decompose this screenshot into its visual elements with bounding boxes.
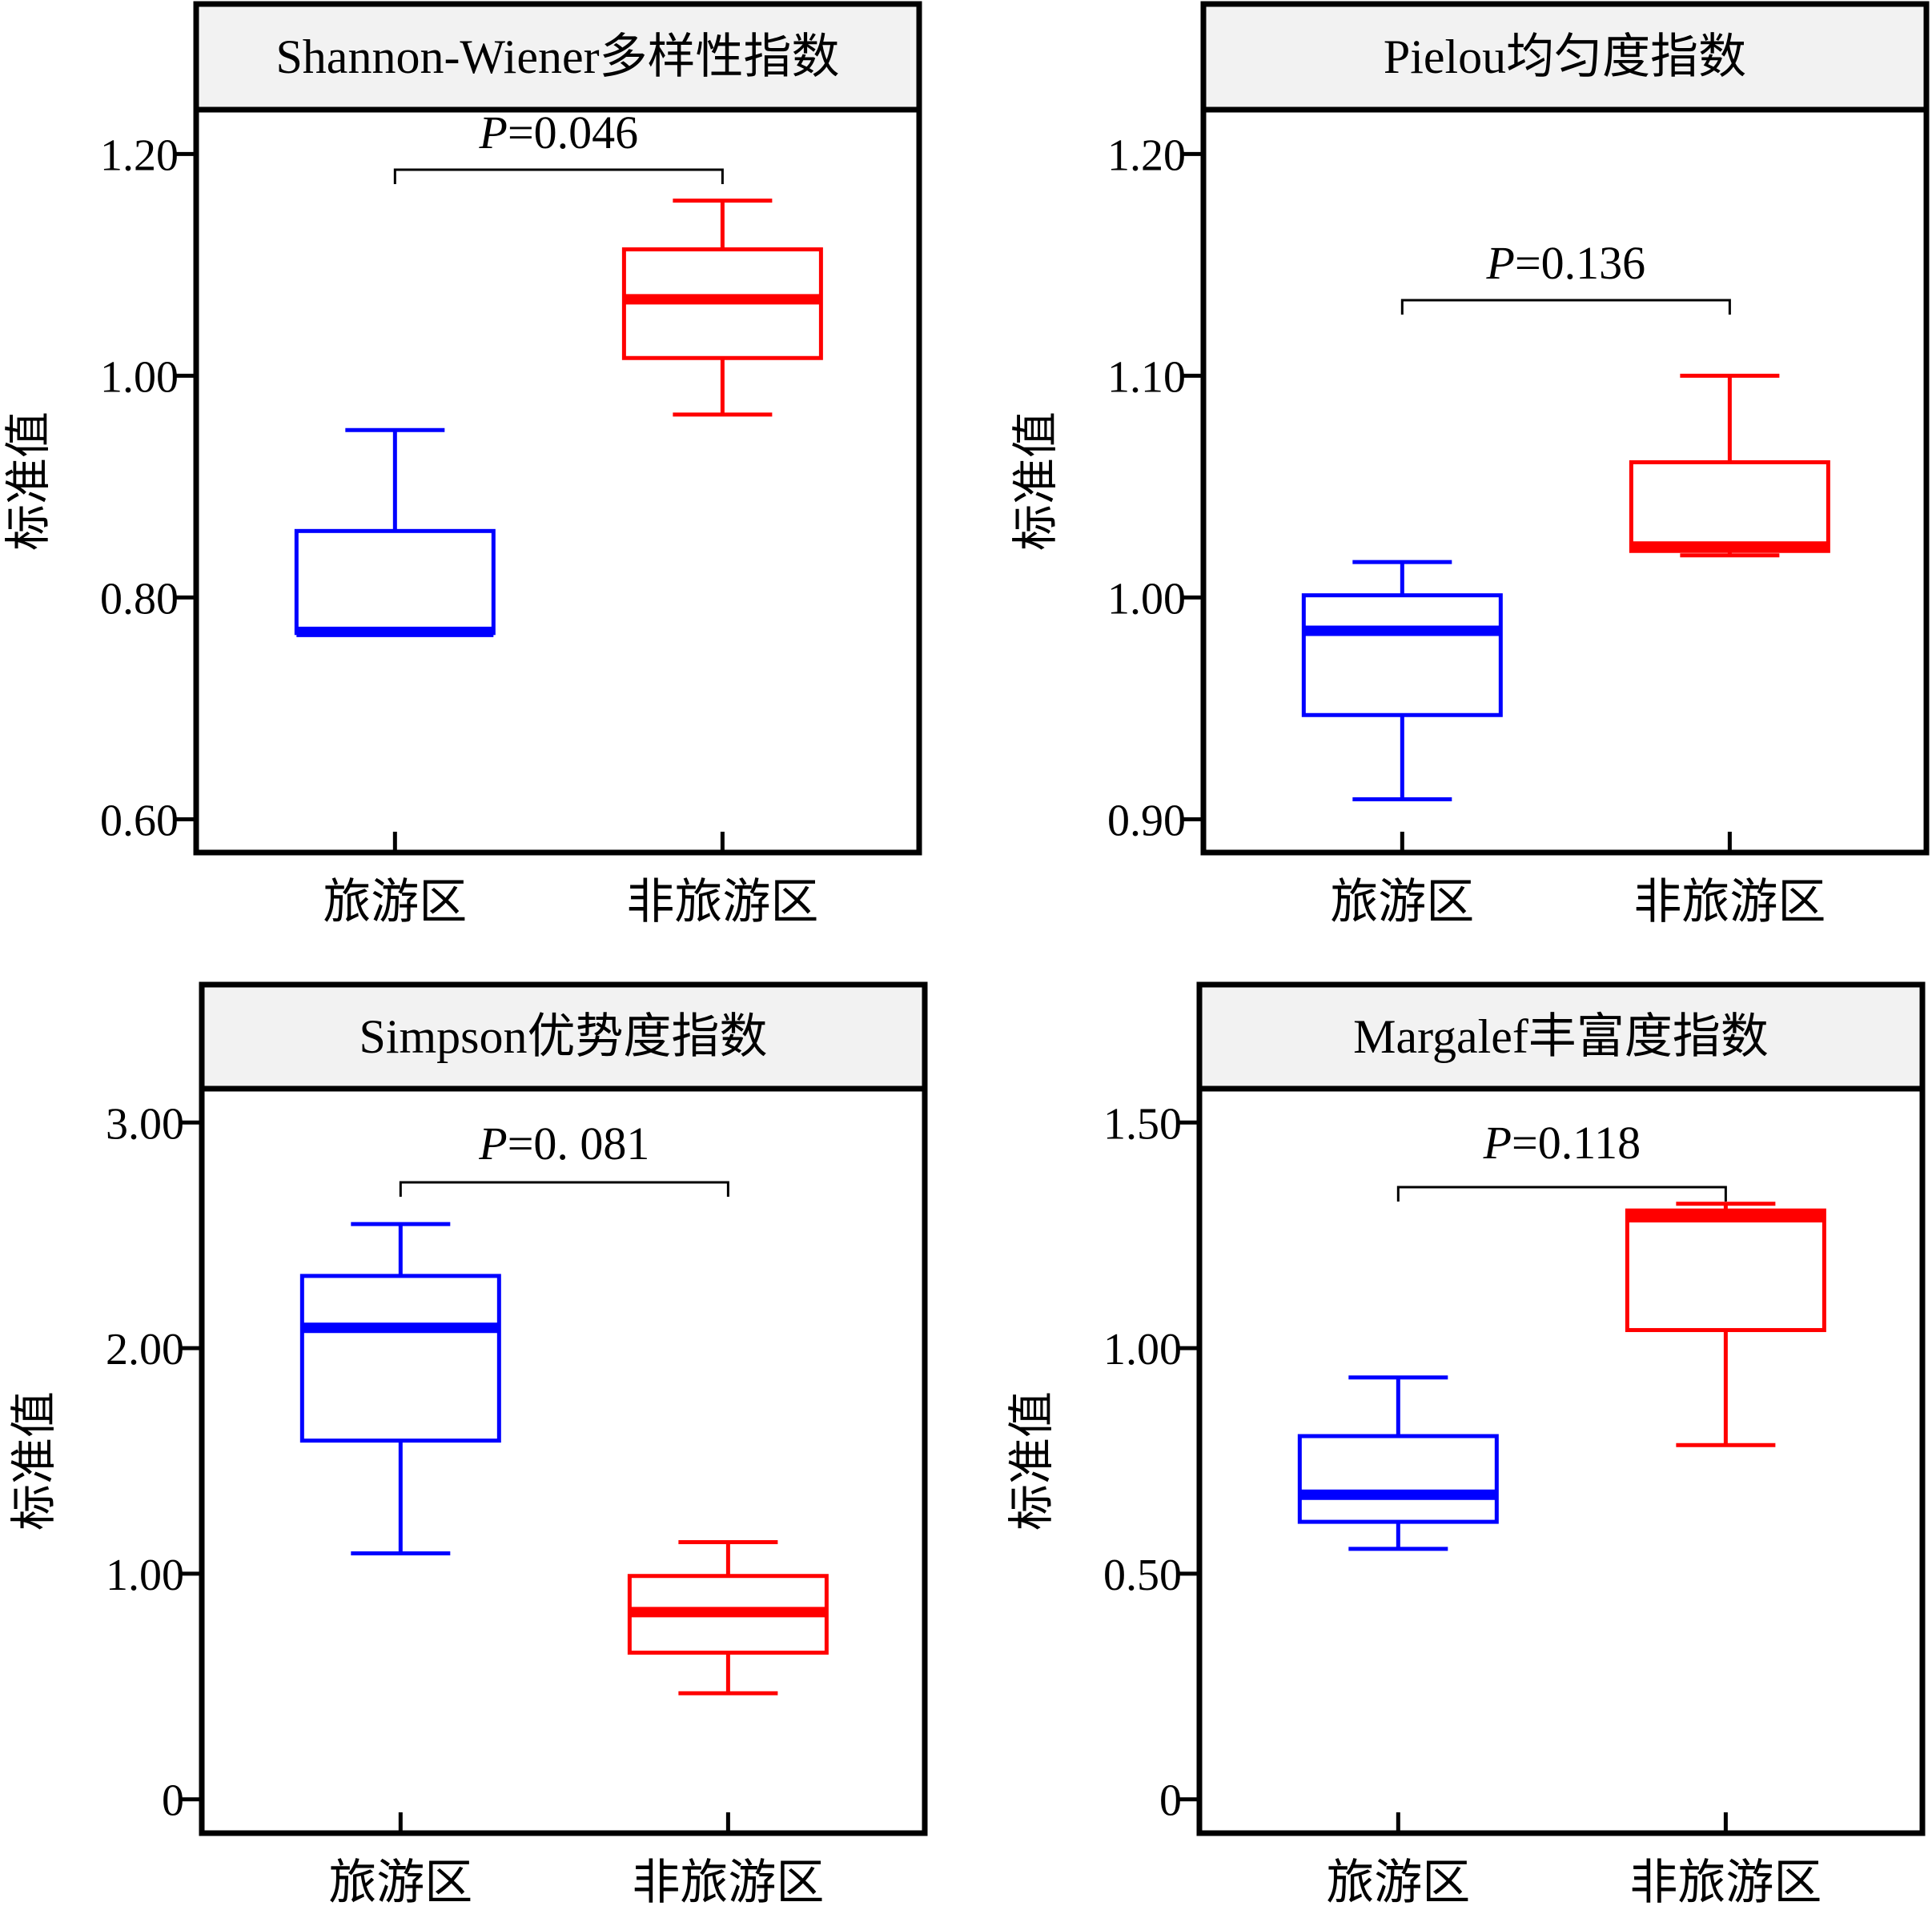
p-value: =0.046 (508, 106, 638, 158)
y-tick-label: 1.00 (1103, 1325, 1182, 1374)
x-tick-label: 旅游区 (1330, 876, 1474, 929)
box-non-tourist (627, 1539, 829, 1695)
p-value-label: P=0.046 (479, 106, 639, 158)
y-tick-label: 2.00 (106, 1325, 184, 1374)
panel-frame (199, 981, 928, 1836)
box-non-tourist (621, 199, 823, 417)
box-tourist (1297, 1375, 1499, 1551)
y-tick-label: 3.00 (106, 1099, 184, 1149)
p-value: =0.136 (1515, 237, 1645, 289)
y-tick-label: 1.20 (1107, 130, 1186, 180)
panel-title: Pielou均匀度指数 (1384, 30, 1746, 83)
panel-title: Shannon-Wiener多样性指数 (275, 30, 839, 83)
significance-bracket (393, 168, 724, 184)
box-non-tourist (1625, 1202, 1826, 1447)
box-tourist (294, 427, 496, 637)
y-axis-label: 标准值 (1006, 1391, 1058, 1531)
x-tick-label: 非旅游区 (1633, 876, 1826, 929)
box-non-tourist (1629, 373, 1830, 558)
box-tourist (1301, 560, 1503, 802)
panel-header-strip (202, 985, 925, 1089)
y-tick-label: 0.50 (1103, 1551, 1182, 1600)
x-tick-label: 旅游区 (328, 1856, 472, 1909)
iqr-box (294, 528, 496, 636)
y-tick-label: 0 (1159, 1776, 1182, 1826)
iqr-box (299, 1274, 501, 1443)
x-tick-label: 非旅游区 (632, 1856, 824, 1909)
y-tick-label: 0.80 (100, 574, 179, 624)
p-symbol: P (1483, 1117, 1512, 1169)
y-tick-label: 1.00 (1107, 574, 1186, 624)
p-symbol: P (478, 1117, 507, 1170)
box-tourist (299, 1222, 501, 1556)
x-tick-label: 旅游区 (1326, 1856, 1470, 1909)
panel-title: Margalef丰富度指数 (1353, 1010, 1769, 1063)
p-value-label: P=0.136 (1486, 237, 1646, 289)
panel-title: Simpson优势度指数 (359, 1010, 767, 1063)
significance-bracket (1400, 299, 1731, 315)
p-value: =0. 081 (508, 1117, 650, 1170)
p-value-label: P=0.118 (1483, 1117, 1641, 1169)
y-tick-label: 0.60 (100, 796, 179, 845)
p-value-label: P=0. 081 (478, 1117, 649, 1170)
y-tick-label: 1.00 (100, 352, 179, 402)
panel-header-strip (1203, 4, 1926, 110)
iqr-box (1301, 593, 1503, 717)
x-tick-label: 非旅游区 (626, 876, 818, 929)
p-symbol: P (1486, 237, 1515, 289)
y-tick-label: 0 (162, 1776, 184, 1826)
y-tick-label: 1.10 (1107, 352, 1186, 402)
y-axis-label: 标准值 (1010, 411, 1062, 551)
x-tick-label: 旅游区 (323, 876, 467, 929)
panel-frame (1200, 1, 1930, 856)
y-tick-label: 1.50 (1103, 1099, 1182, 1149)
panel-header-strip (196, 4, 919, 110)
iqr-box (1629, 459, 1830, 553)
panel-frame (193, 1, 922, 856)
y-tick-label: 1.00 (106, 1551, 184, 1600)
p-symbol: P (479, 106, 508, 158)
panel-shannon: Shannon-Wiener多样性指数 0.60 0.80 1.00 1.20 标准值旅游… (2, 1, 922, 929)
panel-frame (1196, 981, 1926, 1836)
significance-bracket (399, 1181, 729, 1197)
iqr-box (1625, 1208, 1826, 1333)
panel-header-strip (1199, 985, 1922, 1089)
significance-bracket (1396, 1186, 1727, 1202)
x-tick-label: 非旅游区 (1629, 1856, 1822, 1909)
iqr-box (1297, 1434, 1499, 1524)
y-tick-label: 0.90 (1107, 796, 1186, 845)
p-value: =0.118 (1512, 1117, 1641, 1169)
y-axis-label: 标准值 (2, 411, 54, 551)
y-axis-label: 标准值 (8, 1391, 60, 1531)
y-tick-label: 1.20 (100, 130, 179, 180)
